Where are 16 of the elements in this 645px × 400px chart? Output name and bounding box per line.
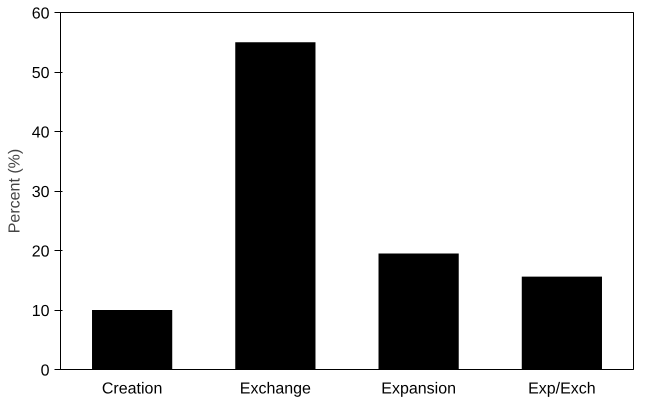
y-tick-label: 40 (32, 124, 50, 142)
x-tick-label: Expansion (381, 380, 456, 398)
y-axis-title: Percent (%) (6, 148, 24, 234)
y-tick-label: 20 (32, 244, 50, 260)
y-tick-label: 10 (32, 303, 50, 320)
bar (522, 276, 602, 370)
x-tick-label: Creation (102, 380, 162, 398)
y-tick-label: 50 (32, 65, 50, 82)
bar (378, 253, 459, 370)
x-tick-label: Exp/Exch (528, 380, 596, 398)
bar (235, 42, 316, 370)
bar (92, 310, 172, 370)
x-tick-label: Exchange (240, 380, 312, 398)
y-tick-label: 30 (32, 184, 50, 201)
y-tick-label: 0 (40, 362, 50, 380)
y-tick-label: 60 (32, 6, 50, 22)
